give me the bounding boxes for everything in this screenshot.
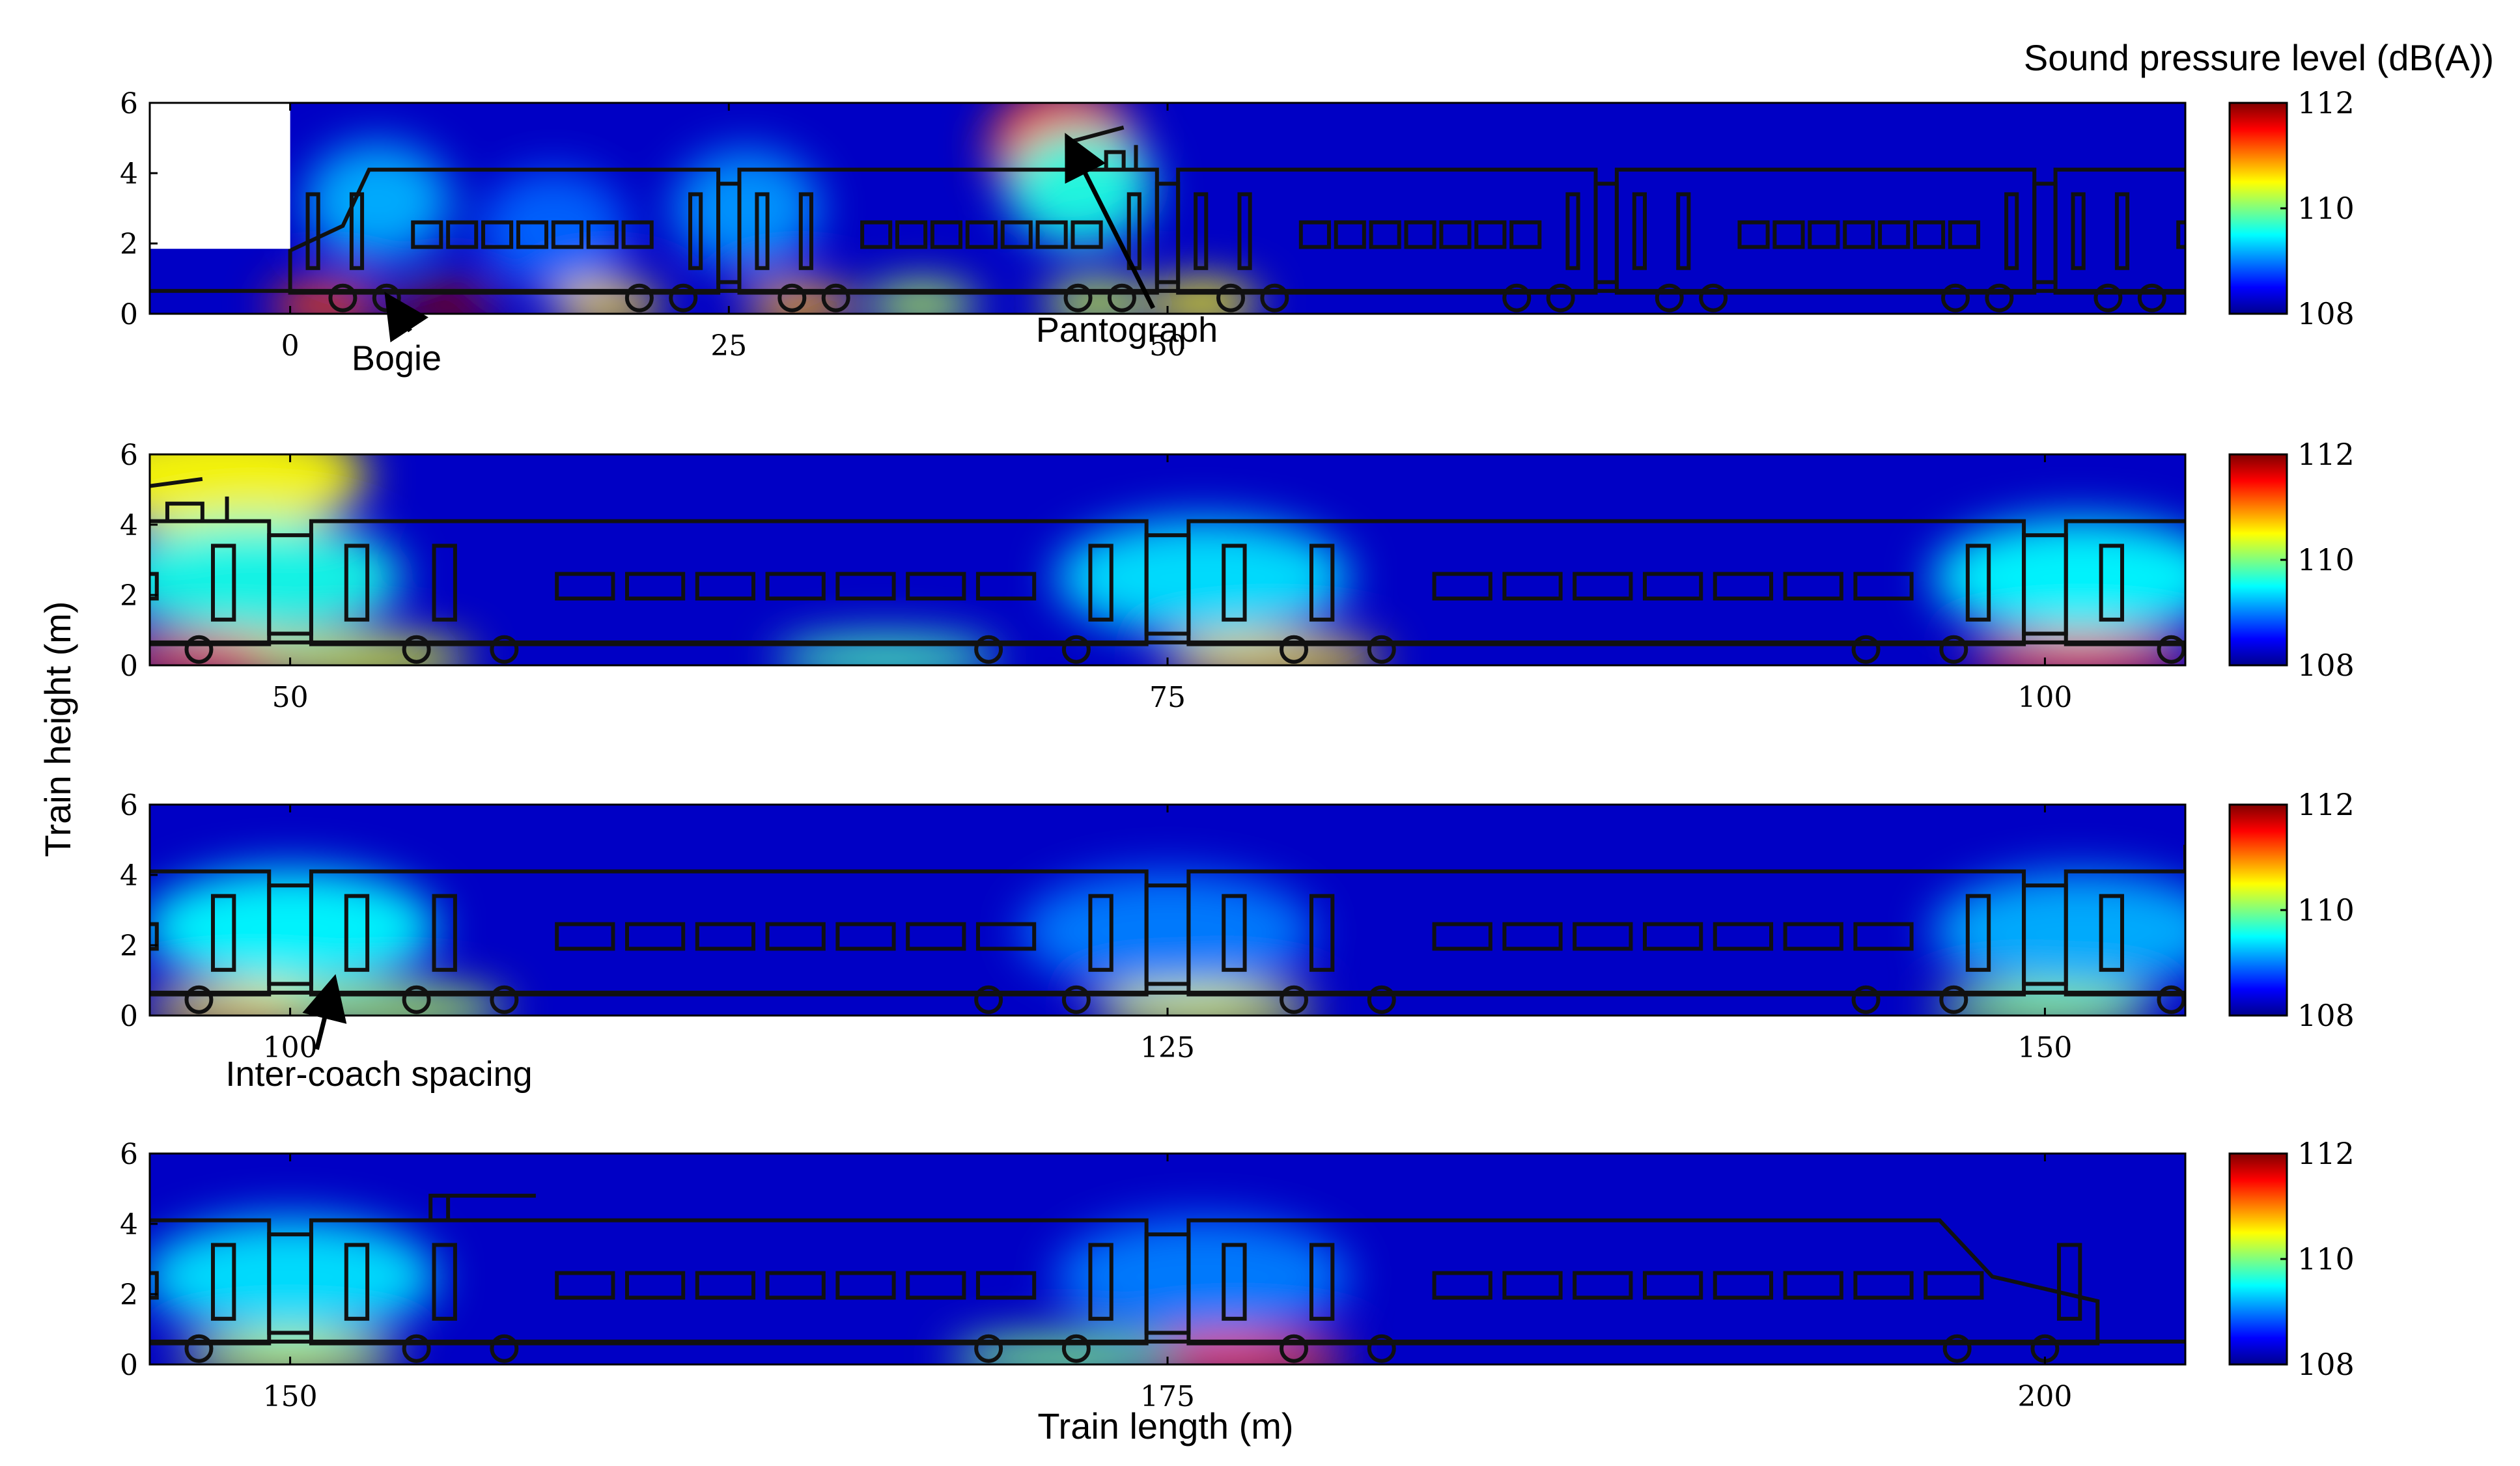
x-tick-label: 150 [2017, 1031, 2072, 1064]
y-tick-label: 6 [120, 87, 138, 120]
y-tick-label: 2 [120, 228, 138, 261]
y-axis-label: Train height (m) [37, 601, 78, 857]
heatmap-hotspot [1006, 128, 1154, 246]
x-tick-label: 25 [710, 329, 747, 363]
x-tick-label: 125 [1140, 1031, 1195, 1064]
y-tick-label: 4 [120, 859, 138, 892]
x-tick-label: 50 [1149, 329, 1186, 363]
train-outline [150, 125, 2185, 312]
colorbar: 108 110 112 [2228, 1136, 2355, 1382]
y-tick-label: 6 [120, 1138, 138, 1171]
colorbar-gradient [2228, 102, 2288, 315]
colorbar-title: Sound pressure level (dB(A)) [2024, 37, 2494, 78]
annotations: Bogie Pantograph Inter-coach spacing [225, 133, 1218, 1094]
x-tick-label: 200 [2017, 1380, 2072, 1413]
y-tick-label: 2 [120, 579, 138, 613]
x-tick-label: 0 [281, 329, 300, 363]
colorbar-tick-label: 112 [2297, 437, 2355, 472]
annotation-arrow [384, 292, 429, 342]
heatmap-hotspot [304, 143, 452, 260]
annotation-arrow [302, 974, 347, 1050]
annotation-pantograph: Pantograph [1036, 133, 1218, 350]
heatmap-hotspot [150, 454, 368, 534]
y-tick-label: 6 [120, 439, 138, 472]
colorbar-gradient [2228, 453, 2288, 667]
heatmap-field [150, 1154, 2185, 1364]
x-axis-label: Train length (m) [1037, 1405, 1293, 1446]
heatmap-hotspot [1055, 1218, 1351, 1335]
colorbar-tick-label: 108 [2297, 1347, 2355, 1382]
x-tick-label: 75 [1149, 681, 1186, 714]
y-tick-label: 0 [120, 1000, 138, 1033]
y-tick-label: 4 [120, 1208, 138, 1241]
heatmap-field [150, 805, 2185, 1016]
x-tick-label: 100 [263, 1031, 318, 1064]
y-tick-label: 0 [120, 298, 138, 331]
colorbar: 108 110 112 [2228, 85, 2355, 331]
colorbar-tick-label: 110 [2297, 191, 2355, 226]
annotation-label: Inter-coach spacing [225, 1055, 532, 1094]
panel-1: 0 25 50 0 2 4 6 108 110 112 [120, 85, 2355, 363]
x-tick-label: 50 [272, 681, 309, 714]
panel-3: 100 125 150 0 2 4 6 108 110 112 [120, 787, 2355, 1064]
colorbar-tick-label: 108 [2297, 648, 2355, 683]
heatmap-hotspot [673, 150, 820, 267]
colorbar: 108 110 112 [2228, 787, 2355, 1033]
y-tick-label: 2 [120, 1279, 138, 1312]
y-tick-label: 0 [120, 1349, 138, 1382]
heatmap-hotspot [1933, 872, 2185, 990]
annotation-inter-coach-spacing: Inter-coach spacing [225, 974, 533, 1094]
annotation-label: Pantograph [1036, 311, 1218, 350]
y-tick-label: 4 [120, 158, 138, 191]
colorbar: 108 110 112 [2228, 437, 2355, 683]
colorbar-tick-label: 110 [2297, 892, 2355, 928]
colorbar-tick-label: 110 [2297, 542, 2355, 577]
y-tick-label: 6 [120, 789, 138, 822]
y-tick-label: 4 [120, 509, 138, 542]
x-tick-label: 175 [1140, 1380, 1195, 1413]
annotation-label: Bogie [352, 339, 441, 378]
panel-2: 50 75 100 0 2 4 6 108 110 112 [120, 437, 2355, 714]
x-tick-label: 150 [263, 1380, 318, 1413]
annotation-arrow [1065, 133, 1156, 309]
annotation-bogie: Bogie [352, 292, 441, 378]
x-tick-label: 100 [2017, 681, 2072, 714]
colorbar-tick-label: 110 [2297, 1241, 2355, 1277]
colorbar-gradient [2228, 1152, 2288, 1366]
y-tick-label: 0 [120, 650, 138, 683]
heatmap-hotspot [1055, 519, 1351, 636]
colorbar-tick-label: 108 [2297, 296, 2355, 331]
train-outline [150, 477, 2185, 664]
panel-4: 150 175 200 0 2 4 6 108 110 112 [120, 1136, 2355, 1413]
colorbar-tick-label: 108 [2297, 998, 2355, 1033]
colorbar-tick-label: 112 [2297, 1136, 2355, 1171]
colorbar-tick-label: 112 [2297, 787, 2355, 822]
y-tick-label: 2 [120, 930, 138, 963]
colorbar-gradient [2228, 803, 2288, 1017]
colorbar-tick-label: 112 [2297, 85, 2355, 120]
train-outline [150, 844, 2185, 1014]
train-outline [150, 1193, 2185, 1363]
heatmap-hotspot [1020, 872, 1315, 990]
